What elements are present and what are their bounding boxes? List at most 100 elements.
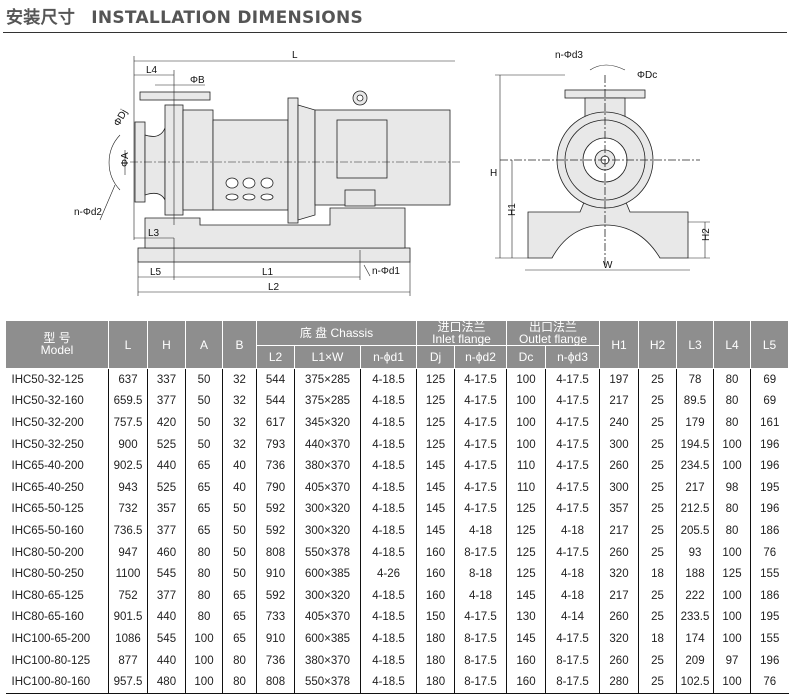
model-cell: IHC65-50-160	[5, 520, 109, 542]
header-L2: L2	[256, 345, 295, 369]
value-cell: 65	[185, 455, 223, 477]
value-cell: 195	[750, 476, 789, 499]
value-cell: 4-18	[454, 520, 507, 542]
value-cell: 40	[222, 476, 257, 499]
value-cell: 80	[185, 541, 223, 564]
value-cell: 25	[638, 541, 677, 564]
value-cell: 4-17.5	[454, 433, 507, 456]
value-cell: 217	[599, 390, 639, 413]
value-cell: 69	[750, 390, 789, 413]
value-cell: 1086	[108, 628, 148, 650]
value-cell: 808	[256, 541, 295, 564]
value-cell: 80	[222, 671, 257, 694]
table-row: IHC100-80-160 957.5 480 100 80 808 550×378 4-18…	[5, 671, 789, 694]
installation-drawing: L L4 ΦB ΦDj ΦA n-Φd2 L3 L5 L1 L2 n-Φd1 n…	[74, 50, 712, 296]
value-cell: 40	[222, 455, 257, 477]
header-L5: L5	[750, 320, 789, 369]
value-cell: 197	[599, 368, 639, 391]
value-cell: 100	[506, 412, 546, 434]
model-cell: IHC50-32-250	[5, 433, 109, 456]
value-cell: 545	[147, 563, 186, 585]
label-L1: L1	[262, 267, 274, 278]
value-cell: 217	[599, 584, 639, 607]
value-cell: 125	[506, 520, 546, 542]
table-row: IHC80-65-125 752 377 80 65 592 300×320 4-18.5 16…	[5, 584, 789, 607]
value-cell: 125	[713, 563, 751, 585]
value-cell: 4-18.5	[360, 649, 417, 672]
header-nd1: n-ϕd1	[360, 345, 417, 369]
value-cell: 25	[638, 455, 677, 477]
value-cell: 900	[108, 433, 148, 456]
value-cell: 320	[599, 628, 639, 650]
value-cell: 1100	[108, 563, 148, 585]
label-H2: H2	[701, 228, 712, 241]
value-cell: 100	[185, 649, 223, 672]
value-cell: 4-18.5	[360, 368, 417, 391]
value-cell: 337	[147, 368, 186, 391]
model-cell: IHC80-65-125	[5, 584, 109, 607]
value-cell: 380×370	[294, 649, 361, 672]
value-cell: 234.5	[676, 455, 714, 477]
value-cell: 32	[222, 368, 257, 391]
value-cell: 25	[638, 412, 677, 434]
value-cell: 8-17.5	[545, 671, 600, 694]
value-cell: 377	[147, 390, 186, 413]
value-cell: 194.5	[676, 433, 714, 456]
value-cell: 100	[713, 455, 751, 477]
value-cell: 592	[256, 584, 295, 607]
value-cell: 480	[147, 671, 186, 694]
header-L: L	[108, 320, 148, 369]
value-cell: 357	[147, 498, 186, 521]
value-cell: 4-26	[360, 563, 417, 585]
value-cell: 405×370	[294, 606, 361, 629]
value-cell: 793	[256, 433, 295, 456]
value-cell: 808	[256, 671, 295, 694]
value-cell: 877	[108, 649, 148, 672]
value-cell: 260	[599, 541, 639, 564]
value-cell: 25	[638, 390, 677, 413]
value-cell: 196	[750, 433, 789, 456]
value-cell: 50	[222, 563, 257, 585]
value-cell: 25	[638, 498, 677, 521]
table-row: IHC100-65-200 1086 545 100 65 910 600×385 4-18.…	[5, 628, 789, 650]
value-cell: 100	[713, 671, 751, 694]
value-cell: 155	[750, 628, 789, 650]
value-cell: 69	[750, 368, 789, 391]
value-cell: 25	[638, 520, 677, 542]
table-row: IHC80-50-200 947 460 80 50 808 550×378 4-18.5 16…	[5, 541, 789, 564]
value-cell: 544	[256, 368, 295, 391]
value-cell: 4-18	[545, 520, 600, 542]
value-cell: 4-18.5	[360, 390, 417, 413]
value-cell: 18	[638, 563, 677, 585]
value-cell: 4-17.5	[545, 455, 600, 477]
value-cell: 375×285	[294, 390, 361, 413]
value-cell: 4-18.5	[360, 606, 417, 629]
side-view	[134, 90, 451, 263]
value-cell: 380×370	[294, 455, 361, 477]
value-cell: 4-18.5	[360, 520, 417, 542]
value-cell: 125	[506, 563, 546, 585]
value-cell: 50	[185, 390, 223, 413]
value-cell: 525	[147, 433, 186, 456]
model-cell: IHC100-80-160	[5, 671, 109, 694]
table-row: IHC50-32-160 659.5 377 50 32 544 375×285 4-18.5…	[5, 390, 789, 413]
value-cell: 80	[222, 649, 257, 672]
value-cell: 659.5	[108, 390, 148, 413]
value-cell: 98	[713, 476, 751, 499]
value-cell: 32	[222, 433, 257, 456]
value-cell: 65	[185, 476, 223, 499]
model-cell: IHC65-40-250	[5, 476, 109, 499]
value-cell: 4-17.5	[454, 368, 507, 391]
value-cell: 65	[222, 584, 257, 607]
value-cell: 196	[750, 498, 789, 521]
value-cell: 736	[256, 455, 295, 477]
value-cell: 93	[676, 541, 714, 564]
label-L4: L4	[146, 65, 158, 76]
value-cell: 100	[713, 584, 751, 607]
value-cell: 8-17.5	[454, 649, 507, 672]
label-nd3: n-Φd3	[555, 50, 583, 61]
value-cell: 902.5	[108, 455, 148, 477]
value-cell: 260	[599, 455, 639, 477]
header-L3: L3	[676, 320, 714, 369]
label-L2: L2	[268, 282, 280, 293]
